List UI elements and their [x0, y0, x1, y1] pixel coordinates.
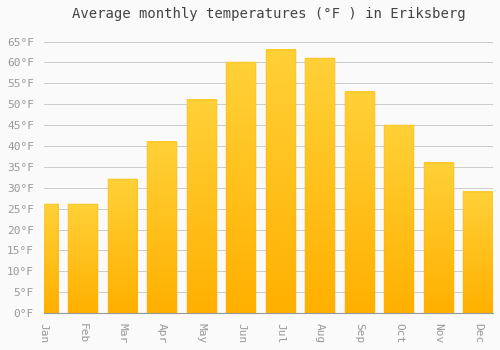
Bar	[187, 100, 216, 313]
Bar	[29, 204, 58, 313]
Title: Average monthly temperatures (°F ) in Eriksberg: Average monthly temperatures (°F ) in Er…	[72, 7, 465, 21]
Bar	[108, 180, 138, 313]
Bar	[226, 62, 256, 313]
Bar	[384, 125, 414, 313]
Bar	[148, 142, 177, 313]
Bar	[266, 50, 296, 313]
Bar	[345, 92, 374, 313]
Bar	[424, 163, 454, 313]
Bar	[464, 192, 493, 313]
Bar	[306, 58, 335, 313]
Bar	[68, 204, 98, 313]
